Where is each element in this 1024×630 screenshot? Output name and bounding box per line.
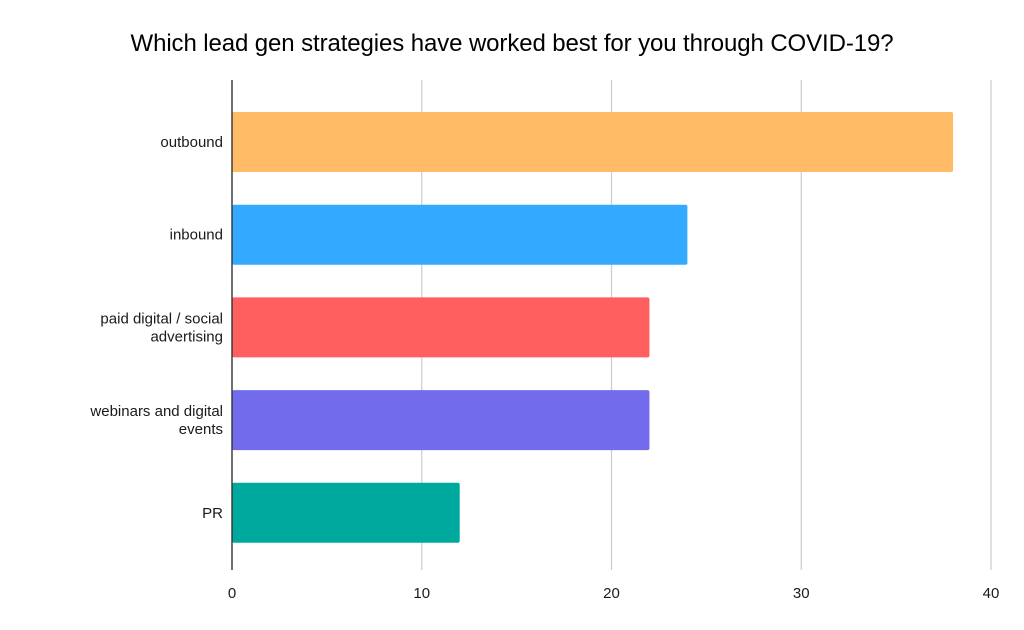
bar-4: [232, 482, 460, 543]
category-label: outbound: [160, 134, 223, 151]
category-label: webinars and digital: [89, 403, 223, 420]
bar-3: [232, 390, 650, 451]
bar-2: [232, 297, 650, 358]
bars: [232, 112, 954, 543]
x-tick-label: 40: [983, 585, 1000, 602]
x-tick-label: 0: [228, 585, 236, 602]
x-tick-label: 10: [413, 585, 430, 602]
category-label: inbound: [170, 227, 223, 244]
chart-title: Which lead gen strategies have worked be…: [130, 30, 894, 57]
labels: 0 10 20 30 40 outbound inbound paid digital / s…: [89, 134, 999, 602]
bar-0: [232, 112, 954, 172]
x-tick-label: 30: [793, 585, 810, 602]
category-label: paid digital / social: [100, 310, 223, 327]
category-label: events: [179, 421, 223, 438]
category-label: PR: [202, 505, 223, 522]
bar-1: [232, 204, 688, 265]
category-label: advertising: [150, 328, 223, 345]
x-tick-label: 20: [603, 585, 620, 602]
